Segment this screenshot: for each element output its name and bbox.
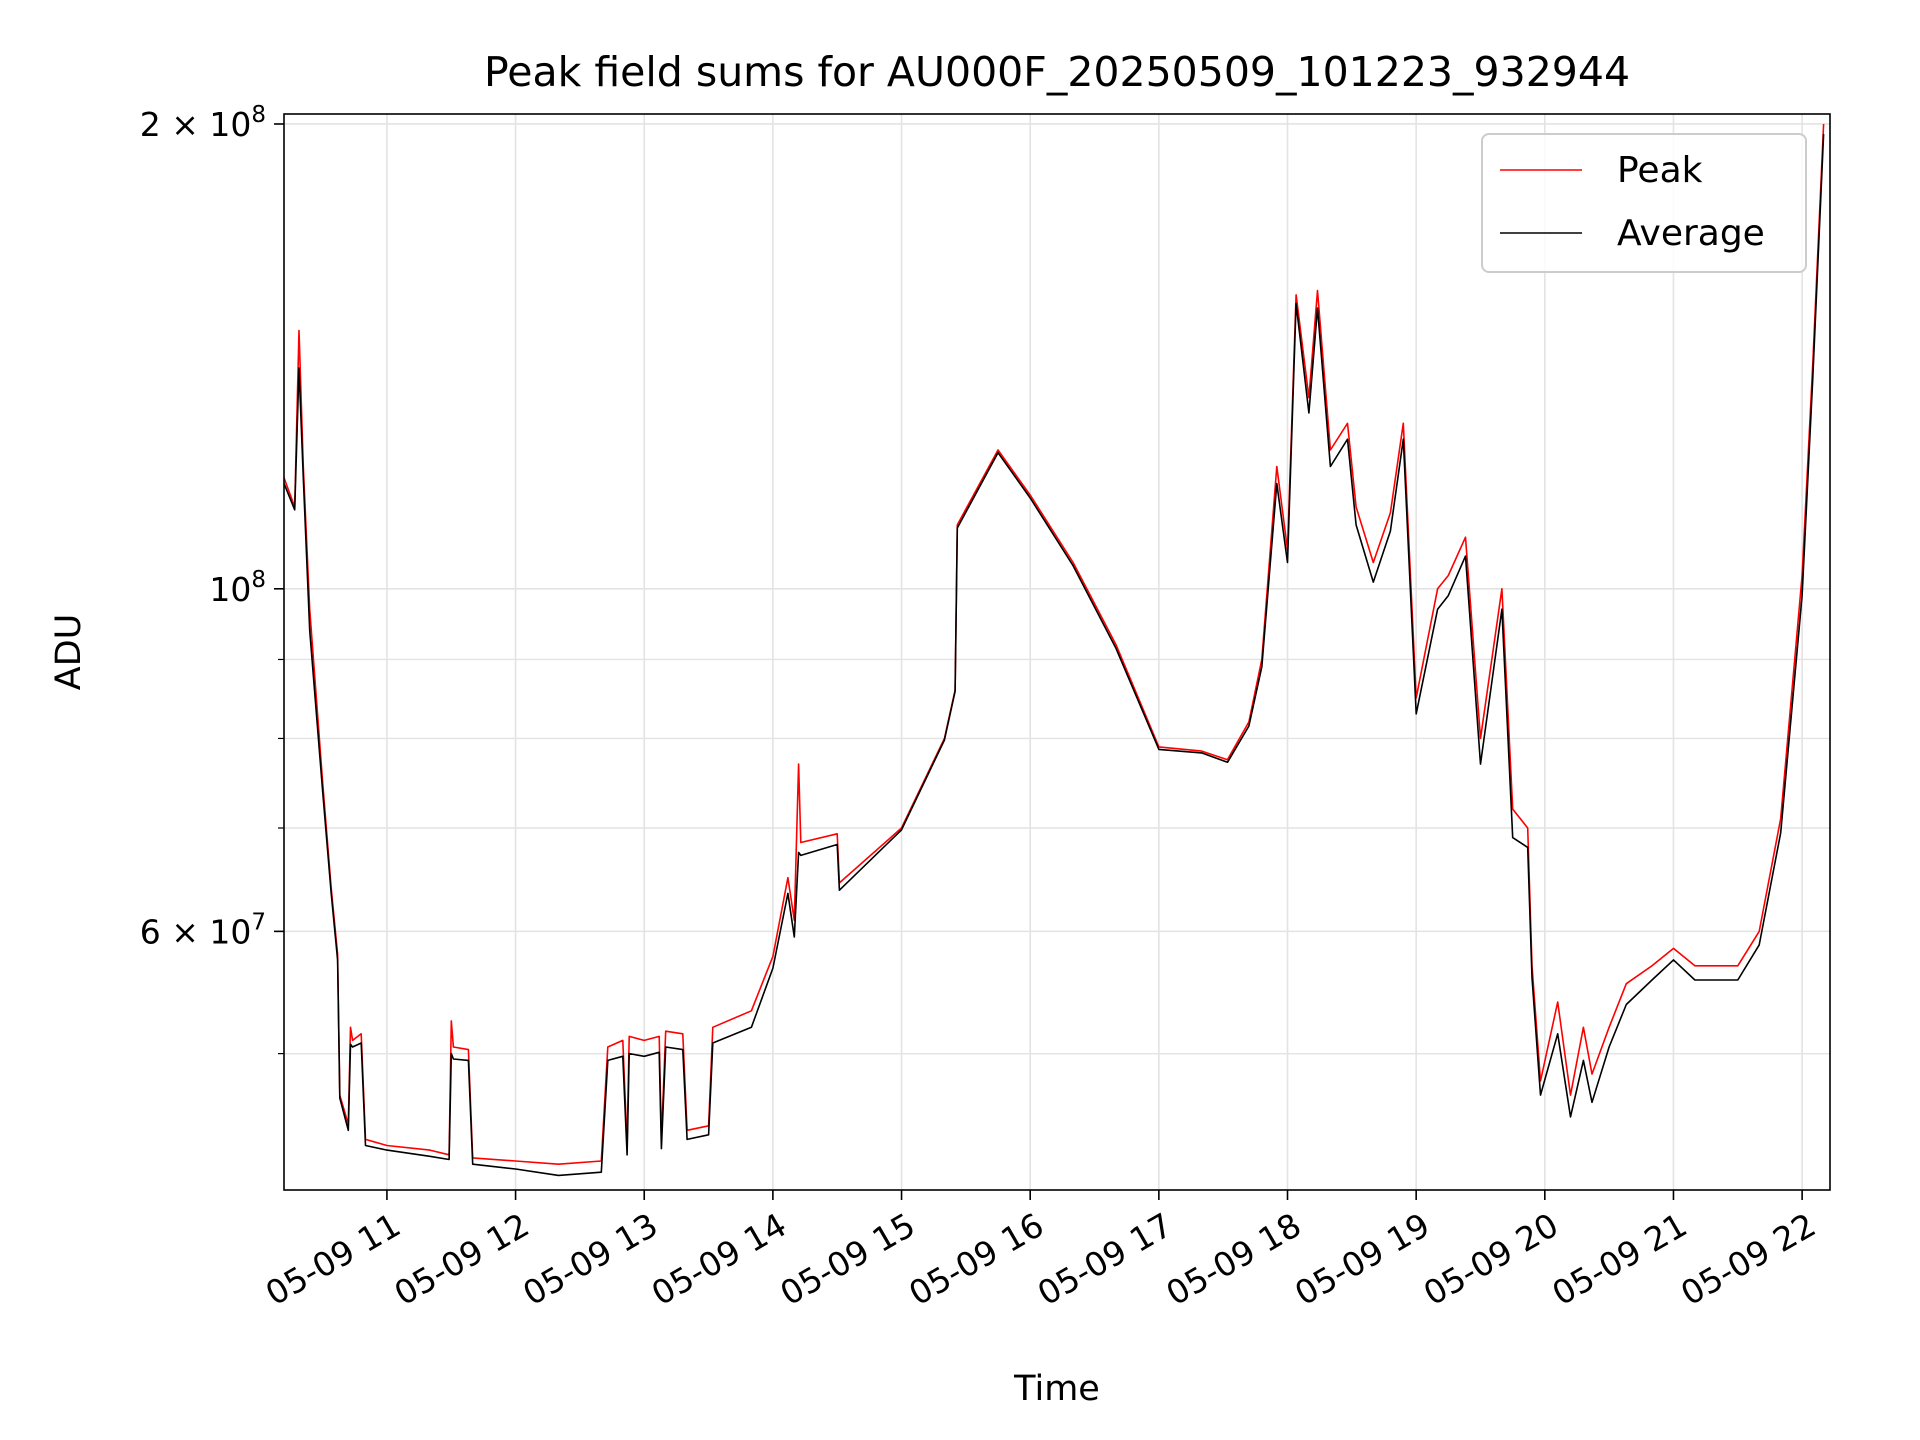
y-tick-label: 108 (209, 567, 266, 609)
y-tick-label: 6 × 107 (140, 909, 266, 951)
legend-box (1481, 133, 1807, 273)
series-line-average (283, 134, 1825, 1177)
chart-title: Peak field sums for AU000F_20250509_1012… (484, 48, 1630, 96)
x-axis-label: Time (1013, 1369, 1100, 1409)
grid-lines (284, 114, 1830, 1190)
legend-label-average: Average (1617, 213, 1765, 254)
legend: Peak Average (1481, 133, 1807, 273)
y-axis: 6 × 107 108 2 × 108 (140, 102, 284, 1055)
plot-frame (283, 113, 1831, 1191)
y-axis-label: ADU (49, 614, 89, 691)
series-layer (283, 123, 1825, 1177)
legend-label-peak: Peak (1617, 150, 1703, 191)
y-tick-label: 2 × 108 (140, 102, 266, 144)
